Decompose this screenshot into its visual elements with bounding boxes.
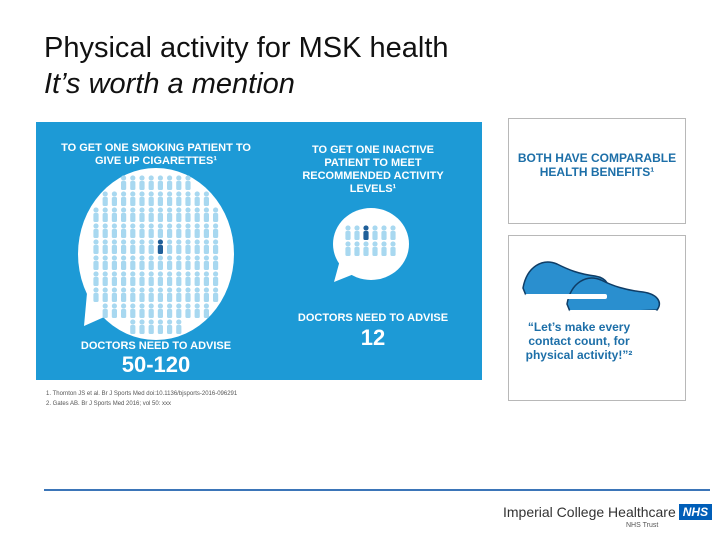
- footer-rule: [44, 489, 710, 491]
- left-bubble-tail: [84, 282, 120, 326]
- quote-box: “Let’s make every contact count, for phy…: [508, 235, 686, 401]
- smoking-advise-label: DOCTORS NEED TO ADVISE: [80, 340, 232, 352]
- reference-2: 2. Gates AB. Br J Sports Med 2016; vol 5…: [46, 401, 172, 407]
- slide-subtitle: It’s worth a mention: [44, 68, 295, 100]
- right-speech-bubble: [333, 208, 409, 280]
- smoking-advise-value: 50-120: [121, 352, 191, 377]
- reference-1: 1. Thornton JS et al. Br J Sports Med do…: [46, 391, 238, 397]
- smoking-heading: TO GET ONE SMOKING PATIENT TO GIVE UP CI…: [61, 142, 251, 167]
- org-name: Imperial College Healthcare: [503, 504, 676, 520]
- slide-title: Physical activity for MSK health: [44, 32, 449, 64]
- nhs-logo: NHS: [678, 504, 713, 520]
- slide-title-block: Physical activity for MSK health It’s wo…: [44, 30, 449, 102]
- patient-figures-crowd: [93, 175, 219, 334]
- benefits-text: BOTH HAVE COMPARABLE HEALTH BENEFITS¹: [517, 151, 677, 179]
- running-shoes-icon: [522, 261, 661, 315]
- trust-label: NHS Trust: [626, 522, 659, 529]
- inactive-advise-label: DOCTORS NEED TO ADVISE: [297, 312, 449, 324]
- trust-logo: Imperial College Healthcare NHS: [503, 504, 713, 520]
- benefits-box: BOTH HAVE COMPARABLE HEALTH BENEFITS¹: [508, 118, 686, 224]
- patient-figures-small: [345, 225, 396, 256]
- infographic-panel: TO GET ONE SMOKING PATIENT TO GIVE UP CI…: [36, 122, 482, 380]
- inactive-advise-value: 12: [360, 325, 386, 350]
- quote-text: “Let’s make every contact count, for phy…: [525, 320, 633, 362]
- references: 1. Thornton JS et al. Br J Sports Med do…: [46, 389, 237, 409]
- right-bubble-tail: [334, 260, 354, 282]
- inactive-heading: TO GET ONE INACTIVE PATIENT TO MEET RECO…: [302, 144, 444, 195]
- speech-bubbles-graphic: [78, 168, 409, 340]
